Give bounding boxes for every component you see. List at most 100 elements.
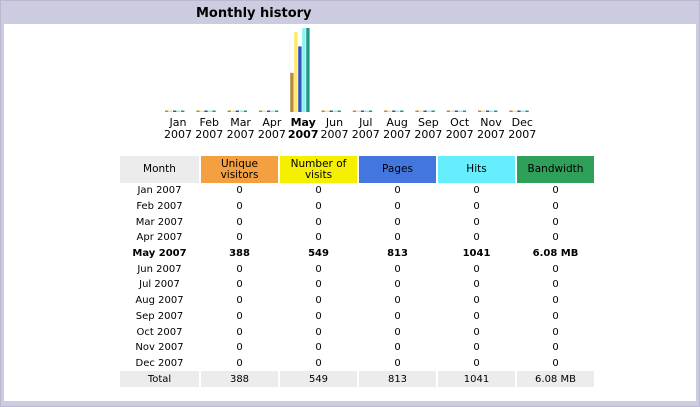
row-month: Jul 2007 xyxy=(139,279,180,291)
row-visits: 0 xyxy=(315,201,322,213)
chart-month-name: Nov xyxy=(480,116,502,129)
row-bandwidth: 0 xyxy=(552,279,559,291)
table-total-row: Total 388 549 813 1041 6.08 MB xyxy=(120,371,594,387)
chart-bar xyxy=(270,110,275,112)
row-bandwidth: 0 xyxy=(552,295,559,307)
row-hits: 0 xyxy=(473,263,480,275)
chart-bar xyxy=(450,110,455,112)
row-visits: 0 xyxy=(315,279,322,291)
chart-bar xyxy=(274,110,279,112)
chart-month-label: Dec 2007 xyxy=(506,117,538,141)
chart-bar xyxy=(423,110,427,112)
chart-bar xyxy=(352,110,357,112)
table-row: Feb 2007 0 0 0 0 0 xyxy=(120,199,594,215)
chart-bar xyxy=(415,110,419,112)
row-bandwidth: 0 xyxy=(552,326,559,338)
chart-bar xyxy=(396,110,400,112)
row-unique-visitors: 0 xyxy=(236,310,243,322)
row-pages: 0 xyxy=(394,216,401,228)
chart-bar xyxy=(360,110,365,112)
row-month: Nov 2007 xyxy=(135,342,184,354)
row-month: Apr 2007 xyxy=(136,232,183,244)
table-row: Jun 2007 0 0 0 0 0 xyxy=(120,261,594,277)
row-unique-visitors: 0 xyxy=(236,185,243,197)
chart-bar xyxy=(302,28,306,112)
row-pages: 0 xyxy=(394,232,401,244)
chart-month-year: 2007 xyxy=(414,128,443,141)
row-unique-visitors: 0 xyxy=(236,326,243,338)
chart-month-label: May 2007 xyxy=(287,117,319,141)
chart-month-name: Sep xyxy=(418,116,439,129)
row-unique-visitors: 0 xyxy=(236,295,243,307)
chart-bar xyxy=(368,110,373,112)
table-row: Dec 2007 0 0 0 0 0 xyxy=(120,356,594,372)
chart-bar xyxy=(333,110,337,112)
chart-month-label: Jun 2007 xyxy=(319,117,351,141)
table-row: Apr 2007 0 0 0 0 0 xyxy=(120,230,594,246)
chart-bar xyxy=(384,110,388,112)
chart-month-name: Jun xyxy=(325,116,344,129)
chart-bar xyxy=(173,110,177,112)
chart-bar xyxy=(165,110,169,112)
chart-bar xyxy=(446,110,451,112)
table-row: May 2007 388 549 813 1041 6.08 MB xyxy=(120,246,594,262)
row-unique-visitors: 0 xyxy=(236,263,243,275)
chart-month-labels: Jan 2007 Feb 2007 Mar 2007 Apr 2007 May 2007 Jun 20… xyxy=(162,117,546,147)
chart-bar xyxy=(290,72,294,112)
row-hits: 0 xyxy=(473,342,480,354)
row-hits: 0 xyxy=(473,357,480,369)
chart-bar xyxy=(513,110,517,112)
chart-month-year: 2007 xyxy=(164,128,192,141)
monthly-history-chart xyxy=(165,28,529,113)
chart-bar xyxy=(427,110,431,112)
row-visits: 0 xyxy=(315,232,322,244)
row-month: Feb 2007 xyxy=(136,201,183,213)
monthly-history-panel: Jan 2007 Feb 2007 Mar 2007 Apr 2007 May 2007 Jun 20… xyxy=(4,24,696,401)
row-pages: 0 xyxy=(394,279,401,291)
chart-month-label: Aug 2007 xyxy=(381,117,413,141)
row-unique-visitors: 0 xyxy=(236,357,243,369)
chart-bar xyxy=(169,110,173,112)
row-visits: 0 xyxy=(315,326,322,338)
chart-month-year: 2007 xyxy=(445,128,474,141)
chart-month-year: 2007 xyxy=(477,128,505,141)
chart-month-label: Jan 2007 xyxy=(162,117,194,141)
chart-bar xyxy=(262,110,267,112)
section-title: Monthly history xyxy=(196,6,312,21)
chart-month-year: 2007 xyxy=(287,128,319,141)
chart-bar xyxy=(196,110,200,112)
chart-month-label: Apr 2007 xyxy=(256,117,288,141)
row-pages: 0 xyxy=(394,201,401,213)
chart-bar xyxy=(494,110,498,112)
row-bandwidth: 0 xyxy=(552,310,559,322)
chart-month-name: Oct xyxy=(450,116,470,129)
row-unique-visitors: 0 xyxy=(236,342,243,354)
chart-bar xyxy=(325,110,329,112)
chart-bar xyxy=(243,110,247,112)
table-row: Oct 2007 0 0 0 0 0 xyxy=(120,324,594,340)
row-pages: 0 xyxy=(394,310,401,322)
chart-bar xyxy=(462,110,467,112)
row-visits: 0 xyxy=(315,342,322,354)
row-hits: 0 xyxy=(473,326,480,338)
total-hits: 1041 xyxy=(438,371,515,387)
chart-bar xyxy=(177,110,181,112)
chart-bar xyxy=(431,110,435,112)
row-pages: 0 xyxy=(394,263,401,275)
chart-month-name: Dec xyxy=(511,116,533,129)
chart-bar xyxy=(258,110,263,112)
chart-month-label: Nov 2007 xyxy=(475,117,507,141)
chart-month-year: 2007 xyxy=(195,128,224,141)
chart-bar xyxy=(509,110,513,112)
chart-bar xyxy=(478,110,482,112)
row-unique-visitors: 0 xyxy=(236,201,243,213)
chart-bar xyxy=(482,110,486,112)
chart-bar xyxy=(454,110,459,112)
chart-bar xyxy=(329,110,333,112)
row-visits: 0 xyxy=(315,295,322,307)
row-bandwidth: 0 xyxy=(552,342,559,354)
row-hits: 0 xyxy=(473,185,480,197)
row-month: Aug 2007 xyxy=(135,295,184,307)
row-visits: 0 xyxy=(315,263,322,275)
row-bandwidth: 6.08 MB xyxy=(532,248,579,260)
